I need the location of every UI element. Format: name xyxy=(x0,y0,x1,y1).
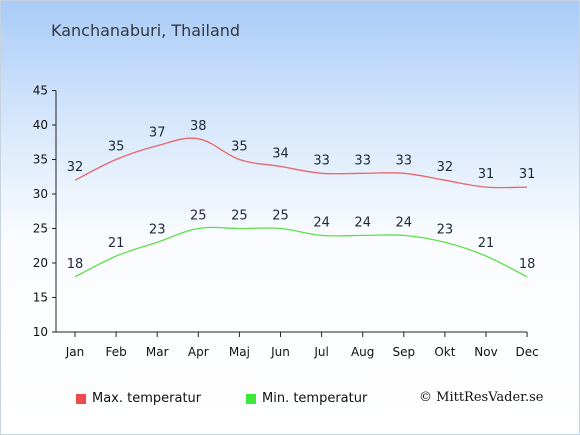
legend-label-max: Max. temperatur xyxy=(92,391,202,406)
y-tick-label: 40 xyxy=(33,118,48,132)
data-label: 33 xyxy=(313,153,330,168)
x-tick-label: Sep xyxy=(392,345,415,359)
y-tick-label: 15 xyxy=(33,291,48,305)
x-tick-label: Dec xyxy=(515,345,538,359)
data-label: 33 xyxy=(396,153,413,168)
data-label: 24 xyxy=(313,215,330,230)
data-label: 34 xyxy=(272,146,289,161)
data-label: 21 xyxy=(108,236,125,251)
data-label: 38 xyxy=(190,119,207,134)
data-label: 24 xyxy=(396,215,413,230)
data-label: 35 xyxy=(231,140,248,155)
credit-text: © MittResVader.se xyxy=(419,390,544,405)
data-label: 18 xyxy=(519,257,536,272)
legend-swatch-max xyxy=(76,393,86,404)
legend-item-max: Max. temperatur xyxy=(76,391,201,406)
x-tick-label: Mar xyxy=(146,345,169,359)
data-label: 37 xyxy=(149,126,166,141)
y-tick-label: 35 xyxy=(33,153,48,167)
legend-item-min: Min. temperatur xyxy=(246,391,367,406)
x-tick-label: Jun xyxy=(270,345,290,359)
data-labels: 32 35 37 38 35 34 33 33 33 32 31 31 18 21 23 25 25 25 24 24… xyxy=(67,119,536,272)
y-tick-label: 30 xyxy=(33,187,48,201)
data-label: 23 xyxy=(437,222,454,237)
legend-swatch-min xyxy=(246,393,256,404)
data-label: 32 xyxy=(437,160,454,175)
x-tick-label: Apr xyxy=(188,345,209,359)
y-tick-label: 45 xyxy=(33,84,48,98)
data-label: 23 xyxy=(149,222,166,237)
data-label: 31 xyxy=(519,167,536,182)
data-label: 21 xyxy=(478,236,495,251)
legend: Max. temperatur Min. temperatur xyxy=(76,391,546,411)
x-tick-label: Jan xyxy=(65,345,85,359)
x-tick-label: Jul xyxy=(313,345,328,359)
y-tick-label: 25 xyxy=(33,222,48,236)
x-tick-label: Maj xyxy=(229,345,250,359)
data-label: 24 xyxy=(354,215,371,230)
data-label: 35 xyxy=(108,140,125,155)
x-tick-label: Okt xyxy=(434,345,455,359)
series-line-min xyxy=(74,226,528,278)
data-label: 25 xyxy=(190,209,207,224)
data-label: 25 xyxy=(231,209,248,224)
data-label: 18 xyxy=(67,257,84,272)
x-tick-label: Nov xyxy=(474,345,497,359)
axes: 10 15 20 25 30 35 40 45 Jan Feb Mar Apr Maj Jun Jul Aug… xyxy=(33,84,539,360)
y-tick-label: 10 xyxy=(33,325,48,339)
x-tick-label: Aug xyxy=(351,345,374,359)
y-tick-label: 20 xyxy=(33,256,48,270)
data-label: 25 xyxy=(272,209,289,224)
x-tick-label: Feb xyxy=(105,345,126,359)
data-label: 33 xyxy=(354,153,371,168)
data-label: 32 xyxy=(67,160,84,175)
chart-title: Kanchanaburi, Thailand xyxy=(51,21,241,40)
series-layer xyxy=(74,137,528,278)
data-label: 31 xyxy=(478,167,495,182)
legend-label-min: Min. temperatur xyxy=(262,391,368,406)
series-line-max xyxy=(74,137,528,189)
